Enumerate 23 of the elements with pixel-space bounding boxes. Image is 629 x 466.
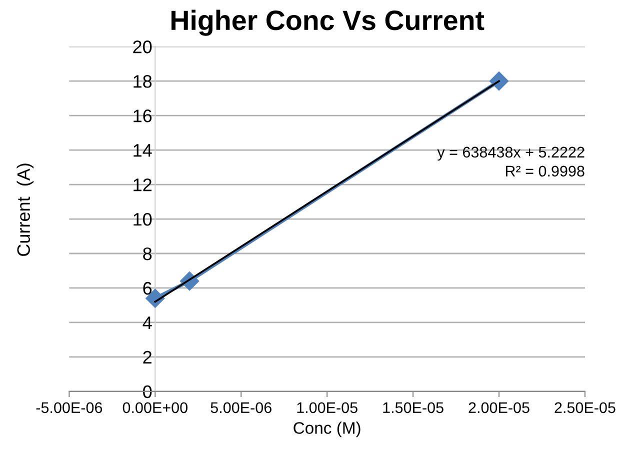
- y-tick-label: 14: [134, 144, 152, 157]
- y-tick-label: 6: [143, 282, 152, 295]
- y-tick-label: 18: [134, 75, 152, 88]
- x-tick-label: 2.00E-05: [468, 402, 530, 414]
- x-tick-label: 1.00E-05: [297, 402, 358, 414]
- x-tick-label: 2.50E-05: [554, 402, 616, 414]
- point: [489, 72, 509, 91]
- x-tick-label: 1.50E-05: [383, 402, 444, 414]
- annotation: y = 638438x + 5.2222: [437, 146, 584, 161]
- chart-title: Higher Conc Vs Current: [172, 10, 484, 36]
- x-tick-label: 5.00E-06: [210, 402, 272, 414]
- x-tick-label: 0.00E+00: [122, 402, 188, 414]
- y-tick-label: 4: [142, 316, 152, 330]
- y-tick-label: 20: [133, 40, 152, 54]
- y-tick-label: 10: [134, 212, 152, 226]
- x-tick-label: -5.00E-06: [36, 402, 102, 414]
- y-tick-label: 8: [143, 247, 152, 260]
- y-axis-title: Current (A): [16, 164, 34, 256]
- annotation: R² = 0.9998: [506, 166, 584, 177]
- y-tick-label: 12: [134, 178, 152, 192]
- x-axis-title: Conc (M): [294, 422, 360, 438]
- y-tick-label: 2: [143, 350, 152, 364]
- y-tick-label: 16: [134, 110, 152, 122]
